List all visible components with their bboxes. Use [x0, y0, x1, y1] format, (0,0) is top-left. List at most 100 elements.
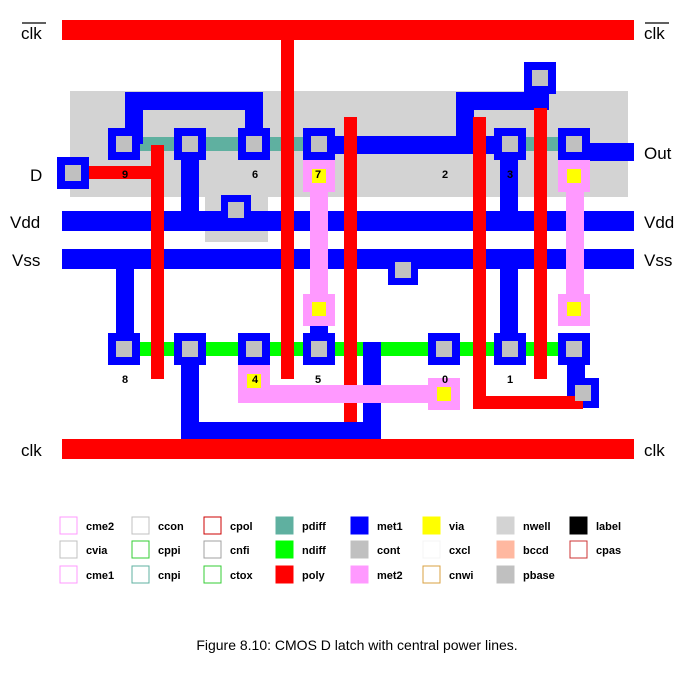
legend-swatch-cnfi	[203, 540, 222, 559]
contact-ndiff-6	[494, 333, 526, 365]
legend-swatch-poly	[275, 565, 294, 584]
legend-label-via: via	[449, 521, 465, 533]
poly-gate-4-foot	[473, 396, 583, 409]
met1-top-left-bus	[125, 92, 263, 110]
legend-swatch-ndiff	[275, 540, 294, 559]
via-out-top	[567, 169, 581, 183]
legend-label-cxcl: cxcl	[449, 545, 470, 557]
legend-swatch-cme2	[59, 516, 78, 535]
met1-node1-rise	[500, 262, 518, 348]
legend-label-cppi: cppi	[158, 545, 181, 557]
legend-swatch-cnwi	[422, 565, 441, 584]
legend-swatch-met2	[350, 565, 369, 584]
node-label: 0	[442, 374, 448, 386]
poly-gate-3	[344, 117, 357, 422]
node-label: 1	[507, 374, 513, 386]
poly-gate-1	[151, 145, 164, 379]
legend-swatch-pdiff	[275, 516, 294, 535]
poly-layer	[62, 20, 634, 459]
legend-swatch-cvia	[59, 540, 78, 559]
contact-pdiff-3	[238, 128, 270, 160]
d-label: D	[30, 166, 42, 185]
legend-label-label: label	[596, 521, 621, 533]
signal-labels: clk clk D Out Vdd Vdd Vss Vss clk clk	[10, 22, 674, 460]
contact-ndiff-5	[428, 333, 460, 365]
node-label: 5	[315, 374, 321, 386]
legend-label-cme2: cme2	[86, 521, 114, 533]
figure-caption: Figure 8.10: CMOS D latch with central p…	[196, 637, 517, 653]
clk-bus	[62, 439, 634, 459]
legend-label-nwell: nwell	[523, 521, 551, 533]
contact-ndiff-2	[174, 333, 206, 365]
contact-top-right	[524, 62, 556, 94]
clk-label-left: clk	[21, 441, 42, 460]
contact-pdiff-4	[303, 128, 335, 160]
clk-bar-bus	[62, 20, 634, 40]
legend-label-cnwi: cnwi	[449, 570, 473, 582]
met2-node7-column	[310, 160, 328, 318]
legend-label-cme1: cme1	[86, 570, 114, 582]
via-node7-bottom	[312, 302, 326, 316]
node-label: 8	[122, 374, 128, 386]
met1-clk-loop-bottom	[181, 422, 381, 440]
contact-pdiff-6	[558, 128, 590, 160]
clk-bar-label-left: clk	[21, 24, 42, 43]
legend-swatch-ccon	[131, 516, 150, 535]
contact-ndiff-1	[108, 333, 140, 365]
legend-swatch-cme1	[59, 565, 78, 584]
via-out-bottom	[567, 302, 581, 316]
contact-out-tap	[575, 385, 591, 401]
contact-pdiff-1	[108, 128, 140, 160]
legend-label-ndiff: ndiff	[302, 545, 326, 557]
node-label: 9	[122, 169, 128, 181]
legend-swatch-nwell	[496, 516, 515, 535]
legend-label-pbase: pbase	[523, 570, 555, 582]
out-label: Out	[644, 144, 672, 163]
vss-label-left: Vss	[12, 251, 40, 270]
node-labels: 9 6 7 2 3 8 4 5 0 1	[122, 169, 513, 386]
poly-d-input	[70, 166, 164, 179]
contact-d-input	[57, 157, 89, 189]
legend-swatch-cnpi	[131, 565, 150, 584]
legend-swatch-pbase	[496, 565, 515, 584]
vss-label-right: Vss	[644, 251, 672, 270]
vdd-label-right: Vdd	[644, 213, 674, 232]
clk-bar-label-right: clk	[644, 24, 665, 43]
legend-swatch-cont	[350, 540, 369, 559]
contact-vdd-tap	[228, 202, 244, 218]
legend-swatch-cxcl	[422, 540, 441, 559]
contact-layer	[57, 62, 591, 401]
via-layer	[247, 169, 581, 401]
contact-pdiff-2	[174, 128, 206, 160]
layer-legend: cme2 cvia cme1 ccon cppi cnpi cpol cnfi ctox pdif…	[59, 516, 621, 584]
contact-pdiff-5	[494, 128, 526, 160]
legend-label-poly: poly	[302, 570, 325, 582]
node-label: 2	[442, 169, 448, 181]
contact-vss-tap	[395, 262, 411, 278]
legend-label-ctox: ctox	[230, 570, 254, 582]
legend-label-bccd: bccd	[523, 545, 549, 557]
met2-out-column	[566, 160, 584, 318]
legend-swatch-met1	[350, 516, 369, 535]
legend-label-cont: cont	[377, 545, 401, 557]
contact-ndiff-4	[303, 333, 335, 365]
legend-label-met2: met2	[377, 570, 403, 582]
legend-label-cvia: cvia	[86, 545, 108, 557]
node-label: 7	[315, 169, 321, 181]
legend-label-cnpi: cnpi	[158, 570, 181, 582]
node-label: 4	[252, 374, 259, 386]
contact-ndiff-3	[238, 333, 270, 365]
node-label: 3	[507, 169, 513, 181]
vdd-label-left: Vdd	[10, 213, 40, 232]
legend-swatch-ctox	[203, 565, 222, 584]
poly-gate-2	[281, 38, 294, 379]
legend-swatch-cpas	[569, 540, 588, 559]
met1-node8-rise	[116, 262, 134, 348]
legend-swatch-cppi	[131, 540, 150, 559]
legend-swatch-cpol	[203, 516, 222, 535]
via-node4	[247, 374, 261, 388]
legend-swatch-bccd	[496, 540, 515, 559]
poly-gate-5	[534, 108, 547, 379]
legend-label-cpas: cpas	[596, 545, 621, 557]
